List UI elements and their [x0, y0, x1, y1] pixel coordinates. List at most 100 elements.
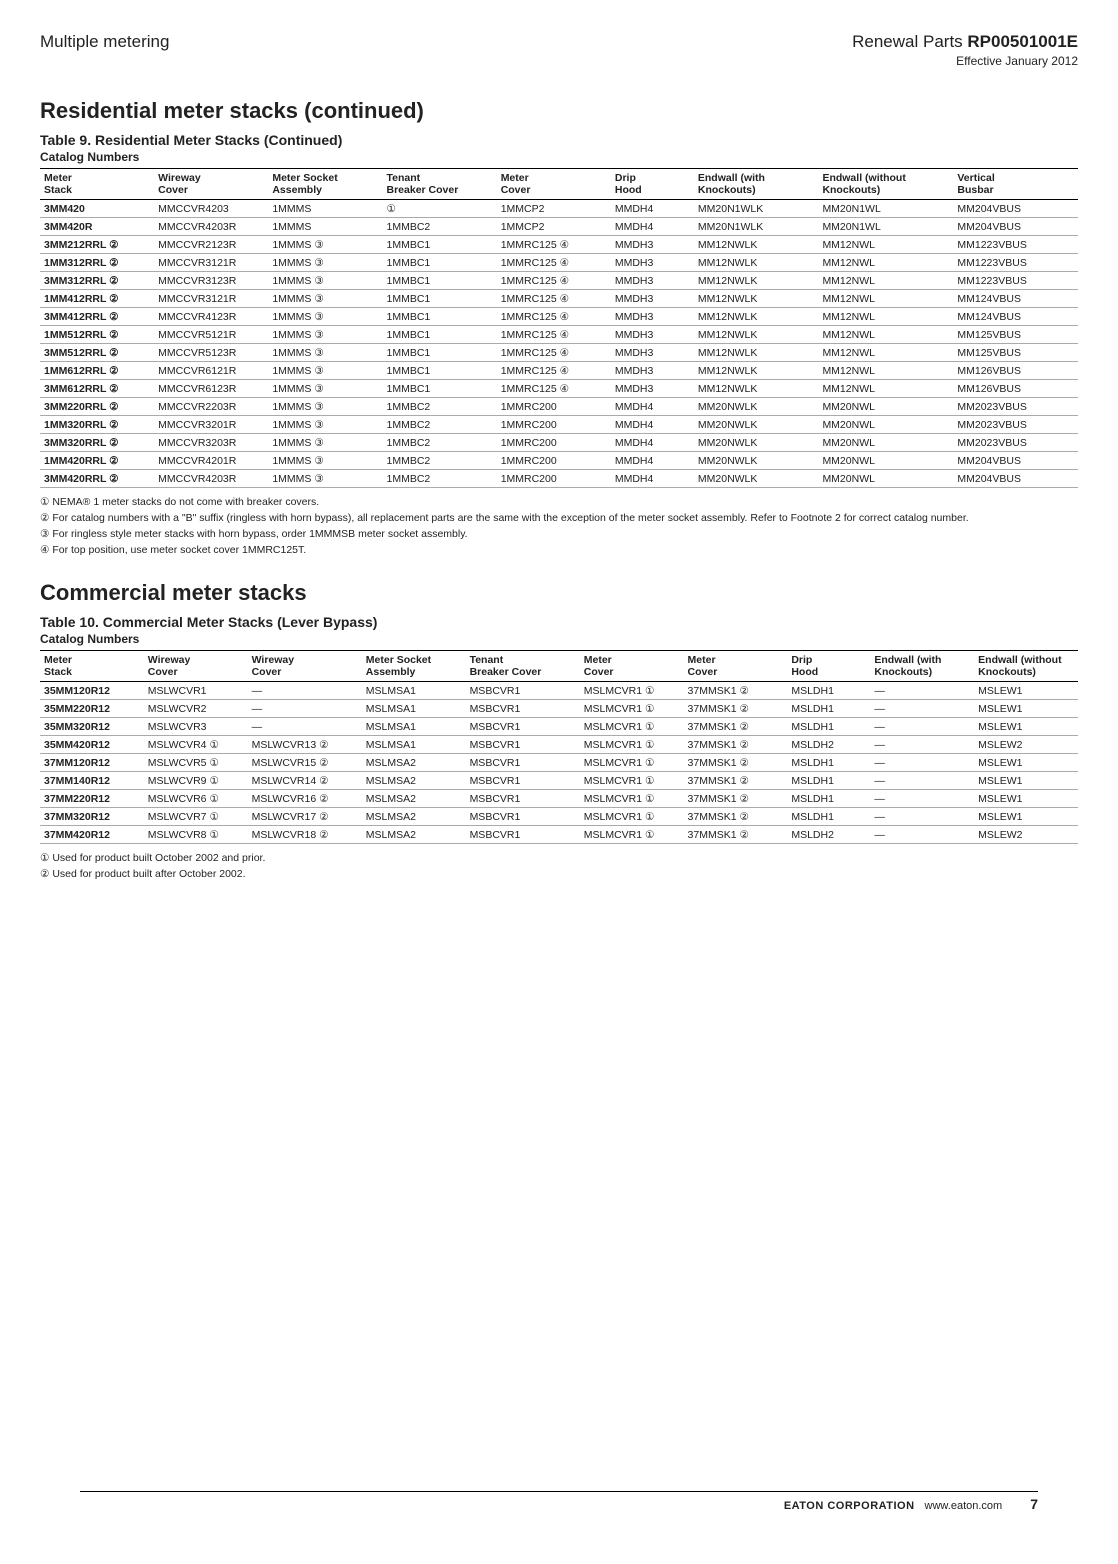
table-cell: MM12NWL	[818, 380, 953, 398]
footnote: ② Used for product built after October 2…	[40, 868, 1078, 880]
table-cell: MSLWCVR16 ②	[248, 790, 362, 808]
table-cell: MSLWCVR2	[144, 700, 248, 718]
section2-title: Commercial meter stacks	[40, 580, 1078, 606]
table-cell: 1MMRC200	[497, 416, 611, 434]
page-footer: EATON CORPORATION www.eaton.com 7	[80, 1491, 1038, 1512]
table-cell: MSLWCVR13 ②	[248, 736, 362, 754]
table-row: 3MM512RRL ②MMCCVR5123R1MMMS ③1MMBC11MMRC…	[40, 344, 1078, 362]
table-cell: MMDH3	[611, 290, 694, 308]
table-cell: 3MM420R	[40, 218, 154, 236]
table-cell: MM12NWL	[818, 308, 953, 326]
table-cell: 1MMMS ③	[268, 434, 382, 452]
table-cell: MSLWCVR18 ②	[248, 826, 362, 844]
table-cell: 37MMSK1 ②	[684, 736, 788, 754]
table-cell: 1MMMS ③	[268, 398, 382, 416]
column-header: MeterCover	[580, 651, 684, 682]
table-cell: 1MM312RRL ②	[40, 254, 154, 272]
table-cell: MSLMCVR1 ①	[580, 790, 684, 808]
table-cell: MM2023VBUS	[953, 416, 1078, 434]
table-cell: MSLDH1	[787, 682, 870, 700]
table-cell: 1MMBC1	[383, 236, 497, 254]
table-row: 1MM412RRL ②MMCCVR3121R1MMMS ③1MMBC11MMRC…	[40, 290, 1078, 308]
table-row: 35MM120R12MSLWCVR1—MSLMSA1MSBCVR1MSLMCVR…	[40, 682, 1078, 700]
table-cell: 37MMSK1 ②	[684, 754, 788, 772]
table-cell: MM20N1WLK	[694, 218, 819, 236]
table-cell: —	[870, 826, 974, 844]
table-cell: —	[248, 718, 362, 736]
table-cell: 1MMMS	[268, 200, 382, 218]
table-cell: MM20NWL	[818, 434, 953, 452]
table-cell: MSLDH1	[787, 772, 870, 790]
table-cell: MMDH4	[611, 434, 694, 452]
table-cell: —	[870, 790, 974, 808]
table10-footnotes: ① Used for product built October 2002 an…	[40, 852, 1078, 880]
table-cell: MM20NWL	[818, 416, 953, 434]
table-cell: MM12NWL	[818, 362, 953, 380]
table-cell: MMDH3	[611, 272, 694, 290]
footnote: ③ For ringless style meter stacks with h…	[40, 528, 1078, 540]
table-cell: —	[870, 754, 974, 772]
table-cell: MM12NWL	[818, 272, 953, 290]
column-header: WirewayCover	[154, 169, 268, 200]
table-cell: 37MMSK1 ②	[684, 718, 788, 736]
table-cell: MMDH4	[611, 416, 694, 434]
table-cell: —	[248, 700, 362, 718]
table-cell: MM12NWL	[818, 236, 953, 254]
table-cell: MSLWCVR5 ①	[144, 754, 248, 772]
table-cell: MSLMCVR1 ①	[580, 754, 684, 772]
table-cell: MMDH3	[611, 362, 694, 380]
table-cell: MM12NWLK	[694, 272, 819, 290]
table-cell: 3MM312RRL ②	[40, 272, 154, 290]
table-cell: MMCCVR3201R	[154, 416, 268, 434]
table-cell: MMCCVR5121R	[154, 326, 268, 344]
column-header: MeterStack	[40, 651, 144, 682]
table-cell: MSLMCVR1 ①	[580, 700, 684, 718]
table-cell: 1MMRC200	[497, 470, 611, 488]
footnote: ① Used for product built October 2002 an…	[40, 852, 1078, 864]
table-cell: MM20NWLK	[694, 452, 819, 470]
table-row: 3MM312RRL ②MMCCVR3123R1MMMS ③1MMBC11MMRC…	[40, 272, 1078, 290]
table-cell: MSLWCVR9 ①	[144, 772, 248, 790]
table-cell: 1MMMS ③	[268, 452, 382, 470]
table-cell: 1MMRC125 ④	[497, 236, 611, 254]
table-cell: 3MM220RRL ②	[40, 398, 154, 416]
table-cell: MMCCVR4201R	[154, 452, 268, 470]
table-cell: 1MMRC125 ④	[497, 308, 611, 326]
column-header: Endwall (withKnockouts)	[694, 169, 819, 200]
table-row: 3MM320RRL ②MMCCVR3203R1MMMS ③1MMBC21MMRC…	[40, 434, 1078, 452]
table-cell: 1MMBC2	[383, 218, 497, 236]
table-cell: MM12NWL	[818, 254, 953, 272]
table-cell: 3MM612RRL ②	[40, 380, 154, 398]
table-cell: MMCCVR3121R	[154, 254, 268, 272]
table-cell: MSLDH1	[787, 700, 870, 718]
table-cell: MSLWCVR3	[144, 718, 248, 736]
table-cell: MSLDH1	[787, 790, 870, 808]
table-cell: —	[870, 682, 974, 700]
table-cell: 1MMBC1	[383, 344, 497, 362]
table-cell: —	[248, 682, 362, 700]
table-cell: MMDH4	[611, 200, 694, 218]
table-cell: 1MMCP2	[497, 218, 611, 236]
column-header: MeterCover	[497, 169, 611, 200]
table-row: 1MM420RRL ②MMCCVR4201R1MMMS ③1MMBC21MMRC…	[40, 452, 1078, 470]
table-cell: MM20N1WLK	[694, 200, 819, 218]
table-row: 1MM612RRL ②MMCCVR6121R1MMMS ③1MMBC11MMRC…	[40, 362, 1078, 380]
table-cell: MSLMSA2	[362, 826, 466, 844]
table-cell: MM1223VBUS	[953, 236, 1078, 254]
header-right: Renewal Parts RP00501001E Effective Janu…	[852, 32, 1078, 68]
table-row: 3MM612RRL ②MMCCVR6123R1MMMS ③1MMBC11MMRC…	[40, 380, 1078, 398]
table-cell: MM12NWL	[818, 326, 953, 344]
table-cell: MMCCVR4203	[154, 200, 268, 218]
column-header: DripHood	[611, 169, 694, 200]
table-cell: 1MMBC1	[383, 308, 497, 326]
table9-caption: Table 9. Residential Meter Stacks (Conti…	[40, 132, 1078, 148]
table10-caption: Table 10. Commercial Meter Stacks (Lever…	[40, 614, 1078, 630]
table-cell: 1MMRC125 ④	[497, 290, 611, 308]
table-cell: MM2023VBUS	[953, 398, 1078, 416]
table-row: 37MM140R12MSLWCVR9 ①MSLWCVR14 ②MSLMSA2MS…	[40, 772, 1078, 790]
table-cell: 1MMBC1	[383, 362, 497, 380]
table-cell: MSLEW1	[974, 718, 1078, 736]
table-cell: MSLMSA2	[362, 808, 466, 826]
table-cell: MSLEW1	[974, 808, 1078, 826]
table-row: 3MM212RRL ②MMCCVR2123R1MMMS ③1MMBC11MMRC…	[40, 236, 1078, 254]
